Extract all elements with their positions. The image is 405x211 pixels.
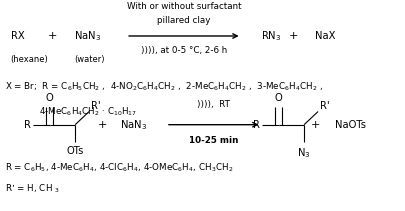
Text: +: +	[97, 120, 107, 130]
Text: RX: RX	[11, 31, 24, 41]
Text: OTs: OTs	[66, 146, 83, 156]
Text: NaN$_3$: NaN$_3$	[74, 29, 101, 43]
Text: +: +	[310, 120, 319, 130]
Text: With or without surfactant: With or without surfactant	[126, 2, 241, 11]
Text: NaOTs: NaOTs	[334, 120, 365, 130]
Text: O: O	[274, 93, 282, 103]
Text: +: +	[288, 31, 297, 41]
Text: N$_3$: N$_3$	[296, 146, 310, 160]
Text: R = C$_6$H$_5$, 4-MeC$_6$H$_4$, 4-ClC$_6$H$_4$, 4-OMeC$_6$H$_4$, CH$_3$CH$_2$: R = C$_6$H$_5$, 4-MeC$_6$H$_4$, 4-ClC$_6…	[5, 162, 232, 174]
Text: R’ = H, CH $_{3}$: R’ = H, CH $_{3}$	[5, 182, 59, 195]
Text: RN$_3$: RN$_3$	[261, 29, 281, 43]
Text: R': R'	[319, 100, 329, 111]
Text: 4-MeC$_6$H$_4$CH$_2$ · C$_{10}$H$_{17}$: 4-MeC$_6$H$_4$CH$_2$ · C$_{10}$H$_{17}$	[38, 105, 136, 118]
Text: R: R	[253, 120, 259, 130]
Text: )))),  RT: )))), RT	[197, 100, 230, 109]
Text: X = Br;  R = C$_6$H$_5$CH$_2$ ,  4-NO$_2$C$_6$H$_4$CH$_2$ ,  2-MeC$_6$H$_4$CH$_2: X = Br; R = C$_6$H$_5$CH$_2$ , 4-NO$_2$C…	[5, 80, 322, 93]
Text: pillared clay: pillared clay	[157, 16, 210, 25]
Text: (hexane): (hexane)	[11, 55, 48, 64]
Text: NaX: NaX	[314, 31, 335, 41]
Text: NaN$_3$: NaN$_3$	[120, 118, 147, 132]
Text: R': R'	[91, 100, 101, 111]
Text: +: +	[48, 31, 57, 41]
Text: (water): (water)	[74, 55, 104, 64]
Text: R: R	[24, 120, 31, 130]
Text: 10-25 min: 10-25 min	[189, 136, 238, 145]
Text: )))), at 0-5 °C, 2-6 h: )))), at 0-5 °C, 2-6 h	[141, 46, 226, 55]
Text: O: O	[46, 93, 53, 103]
